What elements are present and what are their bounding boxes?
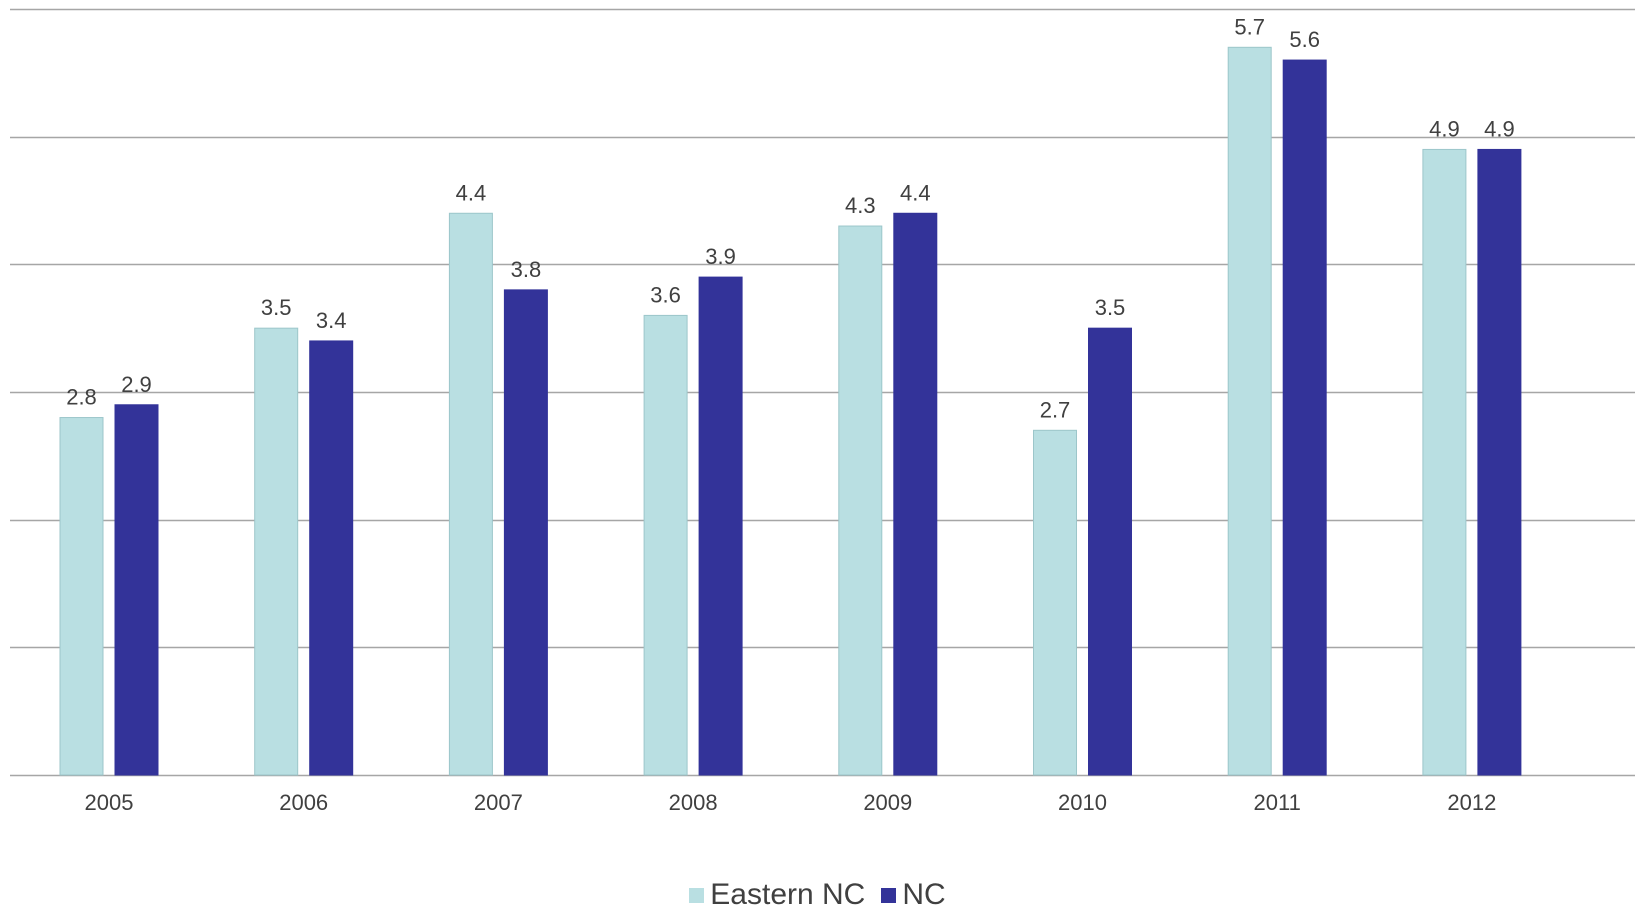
bar-nc-2012 xyxy=(1477,148,1522,776)
x-tick-label-2008: 2008 xyxy=(669,790,718,815)
x-tick-label-2011: 2011 xyxy=(1254,790,1301,815)
data-label-nc-2006: 3.4 xyxy=(316,308,347,333)
x-tick-label-2007: 2007 xyxy=(474,790,523,815)
bar-eastern-nc-2011 xyxy=(1227,46,1272,776)
bar-eastern-nc-2006 xyxy=(254,327,299,776)
bar-eastern-nc-2012 xyxy=(1422,148,1467,776)
legend-swatch-nc xyxy=(881,887,897,903)
bar-nc-2005 xyxy=(114,404,159,776)
data-label-eastern-nc-2008: 3.6 xyxy=(650,282,681,307)
bar-eastern-nc-2008 xyxy=(643,314,688,776)
legend-item-eastern-nc: Eastern NC xyxy=(689,878,865,912)
data-label-nc-2007: 3.8 xyxy=(511,257,542,282)
legend-swatch-eastern-nc xyxy=(689,887,705,903)
bar-nc-2009 xyxy=(893,212,938,776)
bar-nc-2007 xyxy=(503,289,548,776)
data-label-nc-2008: 3.9 xyxy=(705,244,736,269)
data-label-eastern-nc-2009: 4.3 xyxy=(845,193,876,218)
x-tick-label-2012: 2012 xyxy=(1447,790,1496,815)
data-label-nc-2010: 3.5 xyxy=(1095,295,1126,320)
bar-eastern-nc-2009 xyxy=(838,225,883,776)
legend-label-nc: NC xyxy=(902,878,946,911)
data-label-nc-2005: 2.9 xyxy=(121,372,152,397)
legend-item-nc: NC xyxy=(881,878,946,912)
data-label-nc-2009: 4.4 xyxy=(900,180,931,205)
bar-nc-2010 xyxy=(1088,327,1132,776)
x-tick-label-2009: 2009 xyxy=(863,790,912,815)
data-label-nc-2012: 4.9 xyxy=(1484,116,1515,141)
legend-label-eastern-nc: Eastern NC xyxy=(710,878,866,911)
x-tick-label-2005: 2005 xyxy=(85,790,134,815)
x-tick-label-2010: 2010 xyxy=(1058,790,1107,815)
data-label-eastern-nc-2007: 4.4 xyxy=(456,180,487,205)
legend: Eastern NC NC xyxy=(0,878,1635,912)
data-label-eastern-nc-2012: 4.9 xyxy=(1429,116,1460,141)
bar-eastern-nc-2007 xyxy=(448,212,493,776)
bar-nc-2006 xyxy=(309,340,354,776)
x-tick-label-2006: 2006 xyxy=(279,790,328,815)
bar-nc-2008 xyxy=(698,276,743,776)
bar-eastern-nc-2010 xyxy=(1033,429,1077,776)
data-label-eastern-nc-2006: 3.5 xyxy=(261,295,292,320)
data-label-eastern-nc-2011: 5.7 xyxy=(1234,14,1265,39)
data-label-eastern-nc-2005: 2.8 xyxy=(66,385,97,410)
bar-eastern-nc-2005 xyxy=(59,417,104,776)
data-label-eastern-nc-2010: 2.7 xyxy=(1040,397,1071,422)
data-label-nc-2011: 5.6 xyxy=(1289,27,1320,52)
bar-nc-2011 xyxy=(1282,59,1327,776)
